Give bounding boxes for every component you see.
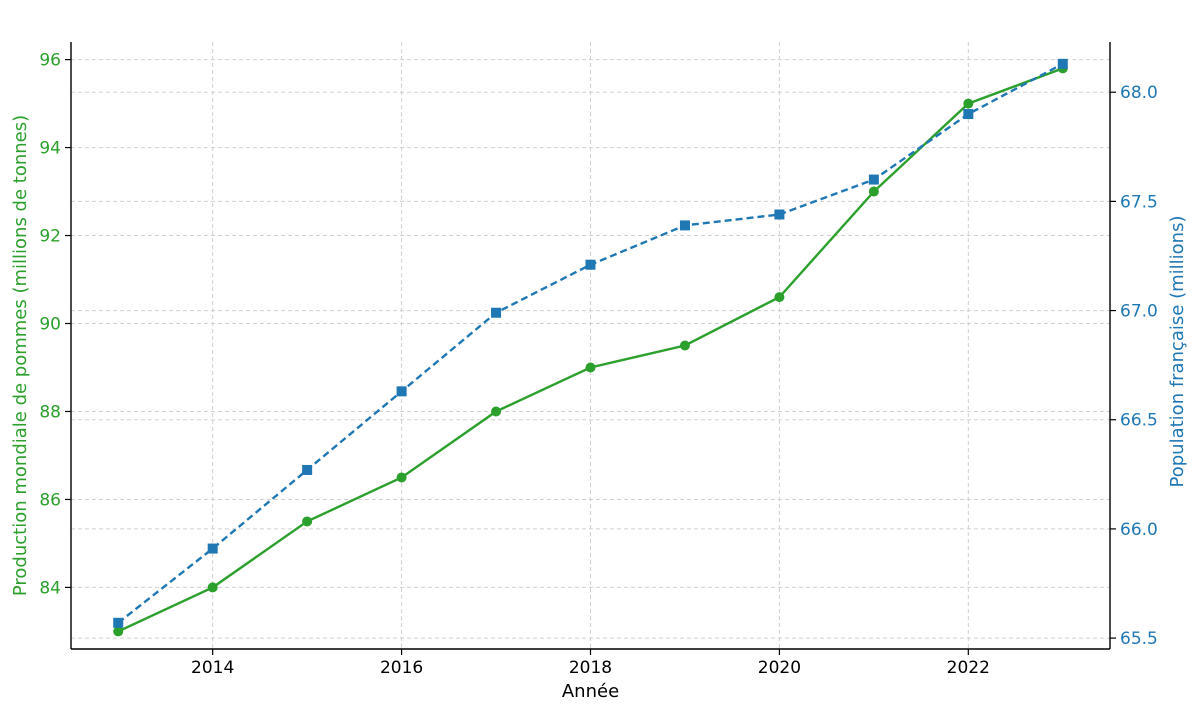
right-series-point — [774, 209, 785, 220]
left-series-point — [868, 186, 879, 197]
left-series-point — [774, 292, 785, 303]
right-tick-label: 66.0 — [1120, 520, 1158, 540]
left-series-point — [963, 98, 974, 109]
left-series-point — [679, 340, 690, 351]
left-tick-label: 88 — [39, 402, 61, 422]
right-series-point — [113, 617, 124, 628]
left-tick-label: 92 — [39, 227, 61, 247]
left-tick-label: 94 — [39, 139, 61, 159]
right-series-point — [207, 543, 218, 554]
right-tick-label: 67.0 — [1120, 302, 1158, 322]
grid — [71, 42, 1110, 649]
series-layer — [113, 58, 1068, 637]
left-series-point — [585, 362, 596, 373]
left-series-point — [113, 626, 124, 637]
x-tick-label: 2020 — [758, 658, 801, 678]
left-tick-label: 90 — [39, 315, 61, 335]
right-y-axis: 65.5 66.0 66.5 67.0 67.5 68.0 — [1109, 42, 1158, 649]
left-tick-label: 96 — [39, 51, 61, 71]
right-tick-label: 65.5 — [1120, 629, 1158, 649]
right-axis-title: Population française (millions) — [1167, 216, 1188, 488]
left-series-point — [491, 406, 502, 417]
left-axis-title: Production mondiale de pommes (millions … — [10, 115, 31, 596]
right-series-point — [396, 386, 407, 397]
right-tick-label: 68.0 — [1120, 83, 1158, 103]
left-series-point — [302, 516, 313, 527]
x-tick-label: 2014 — [191, 658, 234, 678]
x-tick-label: 2016 — [380, 658, 423, 678]
x-axis: 2014 2016 2018 2020 2022 — [71, 648, 1110, 678]
x-axis-title: Année — [562, 681, 619, 702]
right-tick-label: 66.5 — [1120, 411, 1158, 431]
left-tick-label: 84 — [39, 578, 61, 598]
left-tick-label: 86 — [39, 490, 61, 510]
right-series-point — [868, 174, 879, 185]
left-series-point — [396, 472, 407, 483]
right-series-point — [963, 109, 974, 120]
right-series-point — [491, 307, 502, 318]
right-series-point — [585, 259, 596, 270]
x-tick-label: 2018 — [569, 658, 612, 678]
right-series-point — [1057, 58, 1068, 69]
left-series-point — [207, 582, 218, 593]
right-tick-label: 67.5 — [1120, 192, 1158, 212]
x-tick-label: 2022 — [947, 658, 990, 678]
left-y-axis: 84 86 88 90 92 94 96 — [39, 42, 72, 649]
right-series-point — [679, 220, 690, 231]
right-series-point — [302, 464, 313, 475]
